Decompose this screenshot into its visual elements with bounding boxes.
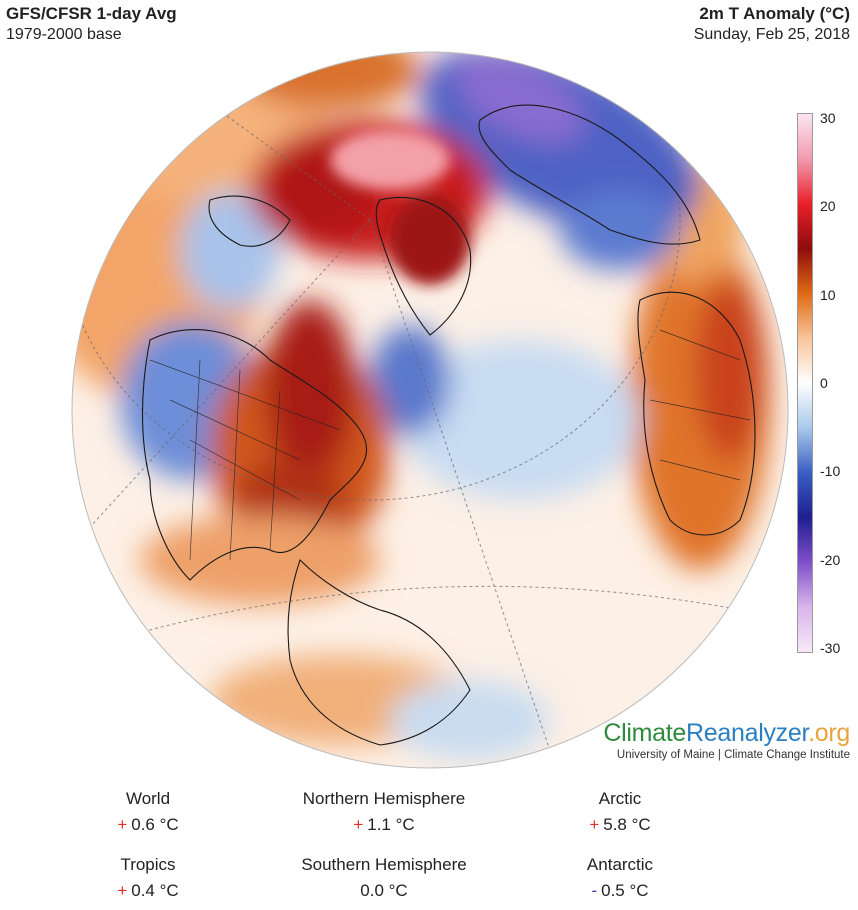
stat-label: Northern Hemisphere <box>302 789 466 808</box>
globe-outline <box>71 51 789 769</box>
stats-panel: World +0.6 °C Northern Hemisphere +1.1 °… <box>0 786 858 910</box>
stat-sign: + <box>117 815 128 834</box>
stat-southern-hemisphere: Southern Hemisphere 0.0 °C <box>254 854 514 902</box>
brand-name-part: Reanalyzer <box>686 719 809 747</box>
graticule <box>72 52 788 768</box>
map-date: Sunday, Feb 25, 2018 <box>693 26 850 43</box>
colorbar-tick-label: 30 <box>820 110 836 126</box>
baseline-period: 1979-2000 base <box>6 26 122 43</box>
stat-value: 0.0 °C <box>254 880 514 902</box>
colorbar <box>797 113 813 653</box>
stat-number: 0.0 °C <box>360 881 408 900</box>
stat-number: 5.8 °C <box>603 815 651 834</box>
stat-value: +0.6 °C <box>18 814 278 836</box>
stat-antarctic: Antarctic -0.5 °C <box>490 854 750 902</box>
brand-name-part: .org <box>808 719 850 747</box>
stat-world: World +0.6 °C <box>18 788 278 836</box>
borders <box>149 329 751 561</box>
colorbar-tick-label: 10 <box>820 286 836 303</box>
coastlines <box>141 104 756 746</box>
stat-sign: - <box>591 881 598 900</box>
colorbar-tick-label: -30 <box>820 640 841 656</box>
colorbar-tick-label: 0 <box>820 375 828 391</box>
stat-number: 0.5 °C <box>601 881 649 900</box>
colorbar-tick-label: 20 <box>820 198 836 215</box>
colorbar-tick-label: -20 <box>820 551 841 568</box>
stat-northern-hemisphere: Northern Hemisphere +1.1 °C <box>254 788 514 836</box>
stat-number: 1.1 °C <box>367 815 415 834</box>
stat-label: Antarctic <box>586 855 654 874</box>
brand-subtitle: University of Maine | Climate Change Ins… <box>616 749 850 761</box>
brand-logo: ClimateReanalyzer.org University of Main… <box>603 718 850 761</box>
stat-sign: + <box>353 815 364 834</box>
stat-value: -0.5 °C <box>490 880 750 902</box>
stat-value: +5.8 °C <box>490 814 750 836</box>
stat-sign: + <box>589 815 600 834</box>
map-title: GFS/CFSR 1-day Avg <box>6 4 177 23</box>
stat-tropics: Tropics +0.4 °C <box>18 854 278 902</box>
stat-label: Southern Hemisphere <box>301 855 467 874</box>
stat-number: 0.6 °C <box>131 815 179 834</box>
stat-label: Tropics <box>120 855 176 874</box>
stat-label: World <box>125 789 171 808</box>
stat-value: +0.4 °C <box>18 880 278 902</box>
stat-label: Arctic <box>598 789 642 808</box>
title-block: GFS/CFSR 1-day Avg 1979-2000 base <box>6 3 177 45</box>
stat-value: +1.1 °C <box>254 814 514 836</box>
brand-name: ClimateReanalyzer.org <box>603 718 850 748</box>
stat-arctic: Arctic +5.8 °C <box>490 788 750 836</box>
brand-name-part: Climate <box>603 719 687 747</box>
variable-title: 2m T Anomaly (°C) <box>699 4 850 23</box>
stat-sign: + <box>117 881 128 900</box>
arctic-hotspot <box>330 130 470 285</box>
variable-block: 2m T Anomaly (°C) Sunday, Feb 25, 2018 <box>694 3 850 45</box>
colorbar-tick-label: -10 <box>820 463 841 480</box>
stat-number: 0.4 °C <box>131 881 179 900</box>
